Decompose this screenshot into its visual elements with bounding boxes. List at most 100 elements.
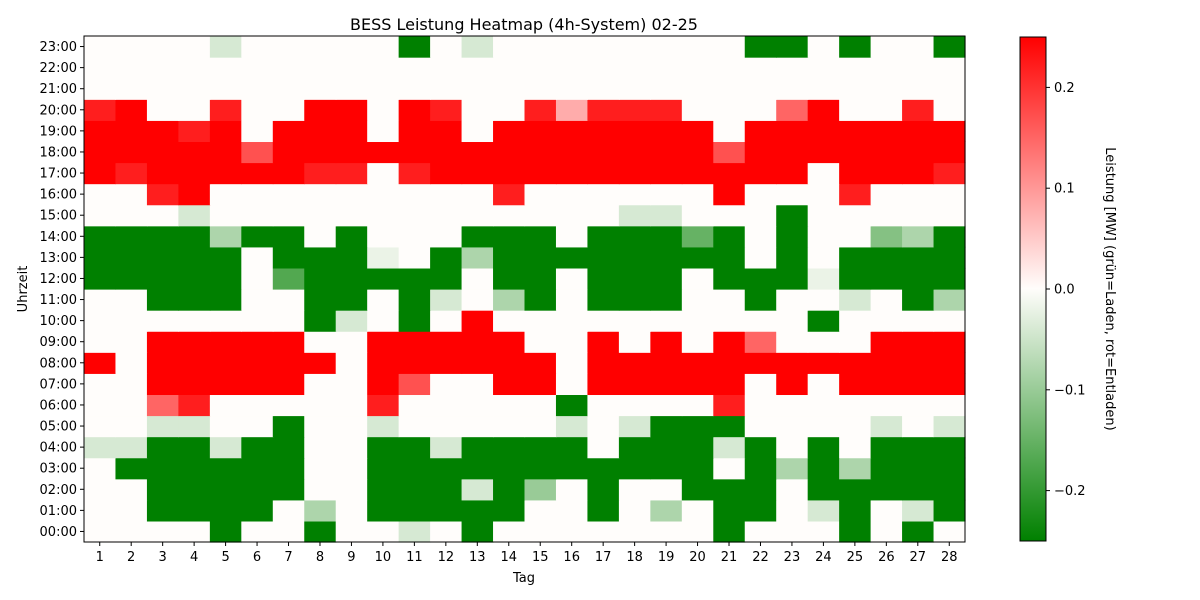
- heatmap-cell: [744, 120, 777, 143]
- heatmap-cell: [272, 289, 305, 311]
- heatmap-cell: [839, 225, 872, 248]
- heatmap-cell: [933, 415, 966, 438]
- heatmap-cell: [587, 499, 620, 522]
- heatmap-cell: [209, 225, 242, 248]
- heatmap-cell: [304, 57, 337, 79]
- heatmap-cell: [241, 499, 274, 522]
- heatmap-cell: [115, 478, 148, 501]
- heatmap-cell: [367, 225, 400, 248]
- heatmap-cell: [681, 457, 714, 480]
- heatmap-cell: [681, 520, 714, 543]
- heatmap-cell: [524, 289, 557, 311]
- heatmap-cell: [587, 415, 620, 438]
- heatmap-cell: [902, 415, 935, 438]
- heatmap-cell: [744, 99, 777, 121]
- heatmap-cell: [776, 415, 809, 438]
- heatmap-cell: [807, 415, 840, 438]
- heatmap-cell: [178, 78, 211, 100]
- heatmap-cell: [146, 162, 179, 185]
- heatmap-cell: [776, 120, 809, 143]
- heatmap-cell: [304, 246, 337, 269]
- heatmap-cell: [587, 289, 620, 311]
- heatmap-cell: [839, 36, 872, 58]
- heatmap-cell: [902, 352, 935, 374]
- heatmap-cell: [430, 394, 463, 417]
- heatmap-cell: [272, 478, 305, 501]
- heatmap-cell: [902, 120, 935, 143]
- heatmap-cell: [178, 57, 211, 79]
- heatmap-cell: [398, 267, 431, 290]
- x-tick-label: 13: [469, 550, 486, 565]
- heatmap-cell: [304, 183, 337, 206]
- heatmap-cell: [367, 478, 400, 501]
- heatmap-cell: [241, 204, 274, 227]
- heatmap-cell: [555, 120, 589, 143]
- heatmap-cell: [430, 120, 463, 143]
- heatmap-cell: [524, 415, 557, 438]
- heatmap-cell: [524, 331, 557, 353]
- heatmap-cell: [776, 183, 809, 206]
- y-tick-label: 14:00: [40, 230, 77, 245]
- heatmap-cell: [933, 141, 966, 164]
- heatmap-cell: [461, 394, 494, 417]
- x-tick-label: 25: [847, 550, 864, 565]
- heatmap-cell: [650, 225, 683, 248]
- x-tick-label: 26: [878, 550, 895, 565]
- heatmap-cell: [398, 246, 431, 269]
- heatmap-cell: [587, 373, 620, 396]
- colorbar-tick-label: 0.1: [1054, 182, 1075, 197]
- heatmap-cell: [902, 310, 935, 332]
- heatmap-cell: [209, 183, 242, 206]
- heatmap-cell: [555, 204, 589, 227]
- heatmap-cell: [807, 78, 840, 100]
- heatmap-cell: [618, 183, 651, 206]
- heatmap-cell: [713, 99, 746, 121]
- heatmap-cell: [587, 394, 620, 417]
- heatmap-cell: [272, 204, 305, 227]
- heatmap-cell: [146, 246, 179, 269]
- heatmap-cell: [870, 267, 903, 290]
- heatmap-cell: [618, 499, 651, 522]
- heatmap-cell: [524, 267, 557, 290]
- heatmap-cell: [870, 36, 903, 58]
- heatmap-cell: [398, 352, 431, 374]
- heatmap-cell: [618, 457, 651, 480]
- heatmap-cell: [115, 162, 148, 185]
- heatmap-cell: [713, 225, 746, 248]
- heatmap-cell: [367, 331, 400, 353]
- heatmap-cell: [681, 415, 714, 438]
- heatmap-cell: [241, 394, 274, 417]
- heatmap-cell: [178, 246, 211, 269]
- heatmap-cell: [461, 36, 494, 58]
- heatmap-cell: [115, 57, 148, 79]
- heatmap-cell: [178, 267, 211, 290]
- heatmap-cell: [524, 520, 557, 543]
- y-tick-label: 03:00: [40, 462, 77, 477]
- heatmap-cell: [272, 394, 305, 417]
- heatmap-cell: [304, 99, 337, 121]
- heatmap-cell: [681, 120, 714, 143]
- heatmap-cell: [902, 478, 935, 501]
- heatmap-cell: [933, 78, 966, 100]
- heatmap-cell: [650, 436, 683, 459]
- heatmap-cell: [681, 394, 714, 417]
- heatmap-cell: [744, 267, 777, 290]
- x-tick-label: 16: [563, 550, 580, 565]
- heatmap-cell: [650, 246, 683, 269]
- y-tick-label: 10:00: [40, 314, 77, 329]
- heatmap-cell: [398, 204, 431, 227]
- heatmap-cell: [744, 457, 777, 480]
- heatmap-cell: [807, 225, 840, 248]
- heatmap-cell: [681, 246, 714, 269]
- heatmap-cell: [650, 478, 683, 501]
- heatmap-cell: [776, 499, 809, 522]
- heatmap-cell: [367, 204, 400, 227]
- heatmap-cell: [335, 520, 368, 543]
- heatmap-cell: [839, 267, 872, 290]
- heatmap-cell: [618, 415, 651, 438]
- heatmap-cell: [461, 373, 494, 396]
- heatmap-cell: [933, 99, 966, 121]
- y-tick-label: 01:00: [40, 504, 77, 519]
- heatmap-cell: [304, 141, 337, 164]
- heatmap-cell: [84, 57, 117, 79]
